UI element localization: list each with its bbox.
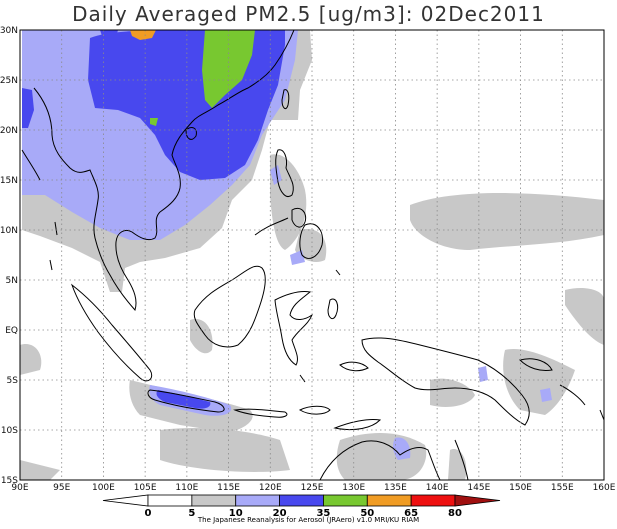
lon-tick-label: 160E — [593, 483, 616, 493]
latitude-labels: 30N 25N 20N 15N 10N 5N EQ 5S 10S 15S — [0, 26, 18, 486]
map-title: Daily Averaged PM2.5 [ug/m3]: 02Dec2011 — [72, 2, 545, 26]
lat-tick-label: 15S — [1, 476, 18, 486]
colorbar-tick-label: 50 — [360, 508, 374, 519]
colorbar-swatch — [235, 494, 280, 507]
colorbar-swatch — [410, 494, 456, 507]
colorbar-tick-label: 20 — [273, 508, 287, 519]
colorbar-swatch — [279, 494, 324, 507]
lat-tick-label: 15N — [0, 176, 18, 186]
pm25-band-65-80 — [130, 30, 156, 40]
pm25-band-50-65 — [150, 30, 255, 126]
lat-tick-label: 5S — [7, 376, 19, 386]
lon-tick-label: 120E — [259, 483, 282, 493]
colorbar-tick-label: 0 — [145, 508, 152, 519]
lat-tick-label: 10S — [1, 426, 18, 436]
lat-tick-label: 30N — [0, 26, 18, 36]
colorbar-swatch — [147, 494, 193, 507]
map-frame — [19, 29, 605, 481]
lon-tick-label: 105E — [134, 483, 157, 493]
lon-tick-label: 155E — [551, 483, 574, 493]
colorbar-tick-label: 80 — [448, 508, 462, 519]
colorbar-tick-label: 35 — [316, 508, 330, 519]
colorbar-tick-label: 65 — [404, 508, 418, 519]
lon-tick-label: 140E — [426, 483, 449, 493]
lon-tick-label: 90E — [11, 483, 28, 493]
coastlines — [21, 30, 604, 480]
colorbar-high-triangle — [454, 494, 501, 507]
lat-tick-label: EQ — [5, 326, 18, 336]
colorbar-swatch — [366, 494, 412, 507]
lon-tick-label: 145E — [467, 483, 490, 493]
lon-tick-label: 135E — [384, 483, 407, 493]
colorbar-swatch — [323, 494, 368, 507]
lon-tick-label: 100E — [92, 483, 115, 493]
credit-text: The Japanese Reanalysis for Aerosol (JRA… — [197, 516, 420, 524]
lat-tick-label: 25N — [0, 76, 18, 86]
lon-tick-label: 130E — [342, 483, 365, 493]
lat-tick-label: 20N — [0, 126, 18, 136]
colorbar: 0 5 10 20 35 50 65 80 — [102, 494, 501, 519]
lon-tick-label: 115E — [217, 483, 240, 493]
map-gridlines — [20, 30, 604, 480]
colorbar-swatch — [191, 494, 237, 507]
lat-tick-label: 10N — [0, 226, 18, 236]
colorbar-low-triangle — [102, 494, 149, 507]
longitude-labels: 90E 95E 100E 105E 110E 115E 120E 125E 130E 135E 14… — [11, 483, 615, 493]
lat-tick-label: 5N — [6, 276, 18, 286]
colorbar-tick-label: 10 — [229, 508, 243, 519]
lon-tick-label: 95E — [53, 483, 70, 493]
colorbar-tick-label: 5 — [188, 508, 195, 519]
lon-tick-label: 125E — [301, 483, 324, 493]
pm25-shading — [20, 30, 604, 480]
lon-tick-label: 110E — [175, 483, 198, 493]
lon-tick-label: 150E — [509, 483, 532, 493]
